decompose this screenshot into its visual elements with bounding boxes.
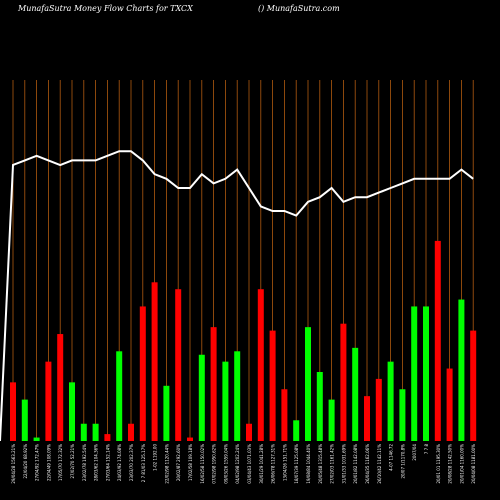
category-label: 2007/04 bbox=[412, 444, 417, 461]
money-flow-bar bbox=[446, 368, 453, 441]
category-label: 04/02/98 1202.24% bbox=[235, 444, 240, 484]
category-label: 2 7 81/03 125.17% bbox=[141, 444, 146, 482]
money-flow-bar bbox=[269, 330, 276, 441]
money-flow-bar bbox=[21, 399, 28, 441]
money-flow-bar bbox=[387, 361, 394, 441]
category-label: 09/03/26 1559.04% bbox=[223, 444, 228, 484]
money-flow-bar bbox=[293, 420, 300, 441]
money-flow-bar bbox=[234, 351, 241, 441]
money-flow-bar bbox=[423, 306, 429, 441]
category-label: 18/07/39 1125.08% bbox=[294, 444, 299, 484]
category-label: 22/04/49 108.09% bbox=[46, 444, 51, 481]
category-label: 26/10/42 1142.11% bbox=[377, 444, 382, 484]
category-label: 20/01/82 1142.08% bbox=[353, 444, 358, 484]
money-flow-bar bbox=[316, 372, 323, 441]
category-label: 20/01 01 1195.30% bbox=[436, 444, 441, 484]
money-flow-bar bbox=[80, 423, 87, 441]
money-flow-bar bbox=[352, 347, 359, 441]
category-label: 20/02/87 292.60% bbox=[176, 444, 181, 481]
money-flow-bar bbox=[281, 389, 288, 441]
money-flow-bar bbox=[340, 323, 347, 441]
money-flow-bar bbox=[104, 434, 111, 441]
money-flow-bar bbox=[139, 306, 146, 441]
money-flow-bar bbox=[151, 282, 158, 441]
money-flow-bar bbox=[375, 378, 382, 441]
money-flow-bar bbox=[187, 437, 193, 441]
category-label: 27/03/64 152.14% bbox=[105, 444, 110, 481]
category-label: 19/08/84 1044.40% bbox=[306, 444, 311, 484]
category-label: 23/02/78 192.54% bbox=[82, 444, 87, 481]
money-flow-bar bbox=[33, 437, 40, 441]
category-label: 30/01/29 1041.28% bbox=[259, 444, 264, 484]
category-label: 23/03/70 202.37% bbox=[129, 444, 134, 481]
category-label: 27/02/03 1161.42% bbox=[330, 444, 335, 484]
category-label: 20/08/28 1142.50% bbox=[448, 444, 453, 484]
money-flow-bar bbox=[163, 385, 170, 441]
money-flow-bar bbox=[364, 396, 370, 441]
category-label: 24/03/92 174.08% bbox=[117, 444, 122, 481]
money-flow-bar bbox=[128, 423, 134, 441]
money-flow-bar bbox=[222, 361, 229, 441]
chart-title: MunafaSutra Money Flow Charts for TXCX bbox=[18, 4, 193, 13]
money-flow-bar bbox=[45, 361, 52, 441]
money-flow-bar bbox=[69, 382, 75, 441]
money-flow-bar bbox=[210, 327, 217, 441]
category-label: 17/02/58 109.18% bbox=[188, 444, 193, 481]
category-label: 31/01/33 1031.69% bbox=[341, 444, 346, 484]
category-label: 26/04/35 1162.06% bbox=[365, 444, 370, 484]
money-flow-bar bbox=[411, 306, 418, 441]
category-label: 20/04/08 1181.00% bbox=[471, 444, 476, 484]
category-label: 29/04/28 1563.21% bbox=[11, 444, 16, 484]
category-label: 13/04/26 151.71% bbox=[282, 444, 287, 481]
category-label: 4-07 1146.72 bbox=[389, 444, 394, 471]
category-label: 27/04/92 172.47% bbox=[35, 444, 40, 481]
money-flow-bar bbox=[458, 299, 465, 441]
category-label: 26/06/78 1127.31% bbox=[271, 444, 276, 484]
money-flow-bar bbox=[57, 334, 64, 441]
category-label: 1-02 1192.00 bbox=[153, 444, 158, 471]
category-label: 03/04/43 1071.03% bbox=[247, 444, 252, 484]
money-flow-bar bbox=[399, 389, 406, 441]
money-flow-bar bbox=[246, 423, 252, 441]
money-flow-bar bbox=[257, 289, 264, 441]
category-label: 16/02/58 1150.02% bbox=[200, 444, 205, 484]
money-flow-bar bbox=[175, 289, 182, 441]
money-flow-line bbox=[0, 150, 474, 442]
money-flow-bar bbox=[470, 330, 477, 441]
chart-subtitle: () MunafaSutra.com bbox=[258, 4, 340, 13]
category-label: 20/07 1/1170.8% bbox=[400, 444, 405, 479]
money-flow-bar bbox=[10, 382, 16, 441]
category-label: 22/04/20 68.92% bbox=[23, 444, 28, 479]
category-label: 20/05/48 1315.48% bbox=[318, 444, 323, 484]
money-flow-bar bbox=[198, 354, 205, 441]
category-label: 7 7 8 bbox=[424, 444, 429, 455]
category-label: 28/03/62 104.36% bbox=[94, 444, 99, 481]
money-flow-bar bbox=[116, 351, 123, 441]
category-label: 17/05/70 172.32% bbox=[58, 444, 63, 481]
money-flow-bar bbox=[305, 327, 311, 441]
money-flow-bar bbox=[434, 240, 441, 441]
category-label: 20/01/04 1160.00% bbox=[459, 444, 464, 484]
category-label: 07/02/98 1950.62% bbox=[212, 444, 217, 484]
money-flow-bar bbox=[92, 423, 99, 441]
money-flow-bar bbox=[328, 399, 335, 441]
category-label: 27/02/70 52.21% bbox=[70, 444, 75, 479]
category-label: 22/02/98 1120.44% bbox=[164, 444, 169, 484]
